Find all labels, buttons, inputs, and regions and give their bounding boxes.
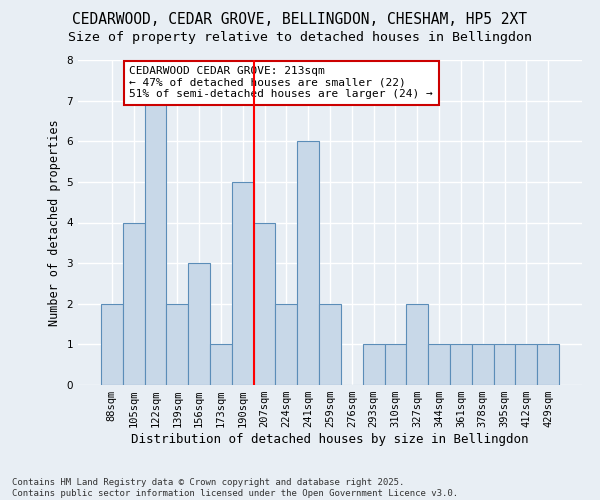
Bar [472, 344, 494, 385]
Bar [297, 141, 319, 385]
Bar [319, 304, 341, 385]
Bar [515, 344, 537, 385]
Bar [537, 344, 559, 385]
Bar [385, 344, 406, 385]
Text: Contains HM Land Registry data © Crown copyright and database right 2025.
Contai: Contains HM Land Registry data © Crown c… [12, 478, 458, 498]
Y-axis label: Number of detached properties: Number of detached properties [48, 119, 61, 326]
Text: Size of property relative to detached houses in Bellingdon: Size of property relative to detached ho… [68, 31, 532, 44]
Bar [145, 100, 166, 385]
X-axis label: Distribution of detached houses by size in Bellingdon: Distribution of detached houses by size … [131, 433, 529, 446]
Bar [210, 344, 232, 385]
Bar [406, 304, 428, 385]
Bar [275, 304, 297, 385]
Bar [254, 222, 275, 385]
Bar [101, 304, 123, 385]
Bar [450, 344, 472, 385]
Bar [494, 344, 515, 385]
Bar [232, 182, 254, 385]
Bar [363, 344, 385, 385]
Text: CEDARWOOD, CEDAR GROVE, BELLINGDON, CHESHAM, HP5 2XT: CEDARWOOD, CEDAR GROVE, BELLINGDON, CHES… [73, 12, 527, 28]
Bar [428, 344, 450, 385]
Bar [188, 263, 210, 385]
Text: CEDARWOOD CEDAR GROVE: 213sqm
← 47% of detached houses are smaller (22)
51% of s: CEDARWOOD CEDAR GROVE: 213sqm ← 47% of d… [129, 66, 433, 100]
Bar [123, 222, 145, 385]
Bar [166, 304, 188, 385]
